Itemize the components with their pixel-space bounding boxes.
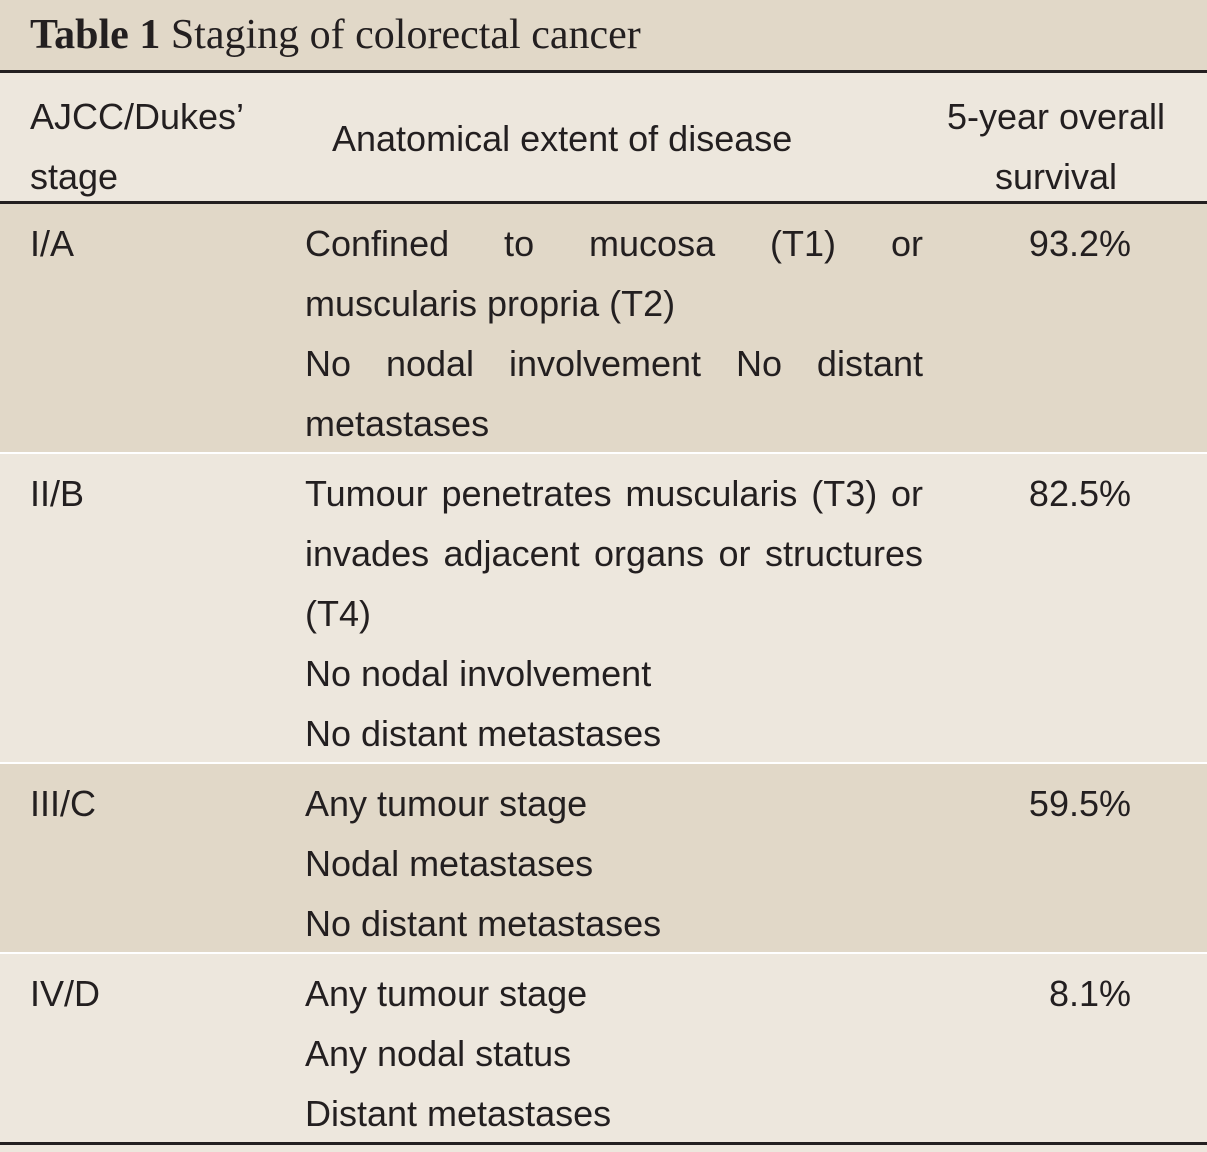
table-title: Staging of colorectal cancer [170,12,641,58]
survival-cell: 93.2% [1028,223,1131,264]
header-rule [0,201,1207,204]
extent-line: No distant metastases [305,903,662,944]
table-row: II/B Tumour penetrates muscularis (T3) o… [0,454,1207,762]
extent-line: Nodal metastases [305,843,594,884]
extent-cell: Any tumour stage Nodal metastases No dis… [305,774,923,954]
extent-line: No nodal involvement No distant metastas… [305,343,923,444]
header-stage-line1: AJCC/Dukes’ [30,96,245,137]
table-row: IV/D Any tumour stage Any nodal status D… [0,954,1207,1142]
bottom-rule [0,1142,1207,1145]
header-stage-line2: stage [30,156,119,197]
table-number: Table 1 [30,12,161,58]
stage-cell: I/A [30,223,75,264]
header-stage: AJCC/Dukes’ stage [30,87,244,207]
header-survival-line1: 5-year overall [946,96,1166,137]
extent-line: Any nodal status [305,1033,572,1074]
stage-cell: III/C [30,783,97,824]
survival-cell: 82.5% [1028,473,1131,514]
survival-cell: 8.1% [1048,973,1131,1014]
extent-paragraph: Tumour penetrates muscularis (T3) or inv… [305,473,923,634]
header-survival: 5-year overall survival [921,87,1191,207]
table-row: I/A Confined to mucosa (T1) or musculari… [0,204,1207,452]
extent-line: Any tumour stage [305,973,588,1014]
extent-line: Distant metastases [305,1093,612,1134]
row-divider [0,762,1207,764]
extent-paragraph: Confined to mucosa (T1) or muscularis pr… [305,223,923,324]
extent-cell: Any tumour stage Any nodal status Distan… [305,964,923,1144]
extent-line: No distant metastases [305,713,662,754]
stage-cell: II/B [30,473,85,514]
table-header-row: AJCC/Dukes’ stage Anatomical extent of d… [0,73,1207,201]
extent-line: Any tumour stage [305,783,588,824]
extent-cell: Tumour penetrates muscularis (T3) or inv… [305,464,923,764]
table-row: III/C Any tumour stage Nodal metastases … [0,764,1207,952]
header-survival-line2: survival [994,156,1118,197]
stage-cell: IV/D [30,973,101,1014]
row-divider [0,952,1207,954]
survival-cell: 59.5% [1028,783,1131,824]
top-rule [0,70,1207,73]
header-extent: Anatomical extent of disease [332,118,793,159]
extent-line: No nodal involvement [305,653,652,694]
row-divider [0,452,1207,454]
extent-cell: Confined to mucosa (T1) or muscularis pr… [305,214,923,454]
table-caption: Table 1 Staging of colorectal cancer [0,0,1207,70]
